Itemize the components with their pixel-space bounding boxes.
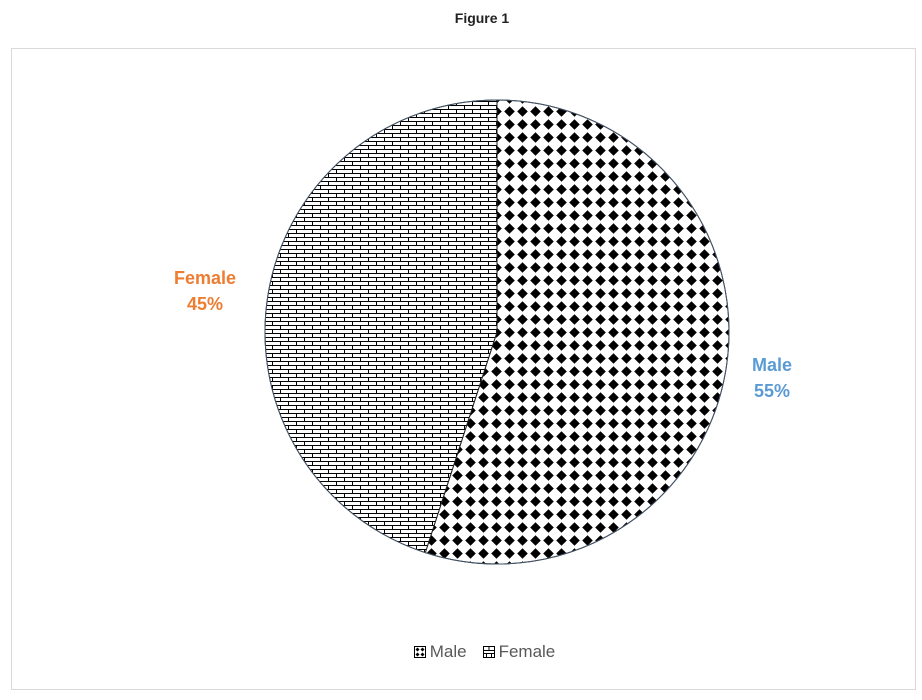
chart-area: Male 55% Female 45% Male Female [11, 48, 916, 690]
pie-outline [264, 99, 730, 565]
data-label-female: Female 45% [140, 265, 270, 317]
figure-title: Figure 1 [454, 10, 510, 26]
data-label-female-name: Female [173, 268, 237, 288]
data-label-male: Male 55% [712, 352, 832, 404]
data-label-female-value: 45% [186, 294, 224, 314]
legend-swatch-female [482, 646, 495, 658]
legend-item-female: Female [482, 642, 556, 662]
chart-legend: Male Female [12, 642, 922, 662]
legend-label-female: Female [498, 642, 556, 661]
data-label-male-value: 55% [753, 381, 791, 401]
legend-label-male: Male [429, 642, 467, 661]
data-label-male-name: Male [751, 355, 793, 375]
pie-chart [264, 99, 730, 565]
legend-item-male: Male [413, 642, 467, 662]
legend-swatch-male [413, 646, 426, 658]
pie-slices [264, 99, 730, 565]
